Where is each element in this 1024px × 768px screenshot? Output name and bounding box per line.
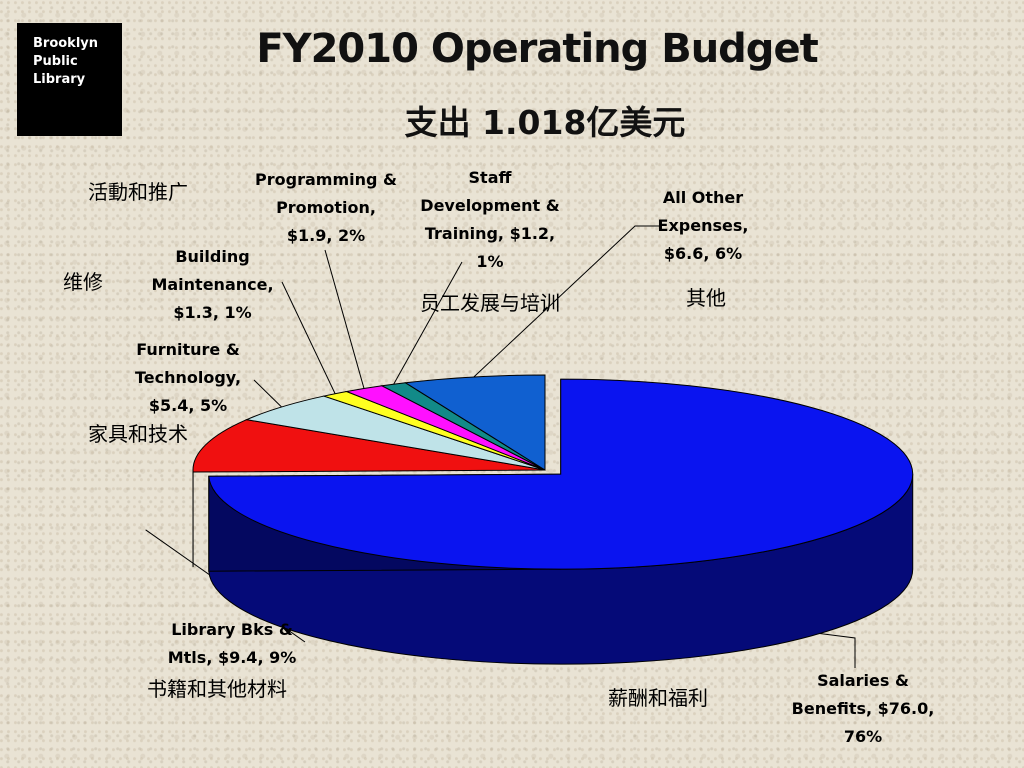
label-furniture: Furniture & Technology, $5.4, 5% xyxy=(134,340,242,415)
slice-salaries xyxy=(208,378,914,570)
brooklyn-public-library-logo: Brooklyn Public Library xyxy=(17,23,122,136)
slice-other xyxy=(404,374,546,471)
leader-line-salaries xyxy=(807,631,856,668)
label-other: All Other Expenses, $6.6, 6% xyxy=(657,188,749,263)
slide-title: FY2010 Operating Budget xyxy=(256,26,818,72)
leader-line-programming xyxy=(324,249,365,389)
label-staff: Staff Development & Training, $1.2, 1% xyxy=(420,168,560,271)
slide-subtitle: 支出 1.018亿美元 xyxy=(404,103,686,142)
label-library: Library Bks & Mtls, $9.4, 9% xyxy=(167,620,297,667)
zh-label-library: 书籍和其他材料 xyxy=(147,677,287,701)
zh-label-building: 维修 xyxy=(63,270,103,294)
leader-line-other xyxy=(473,225,660,378)
label-programming: Programming & Promotion, $1.9, 2% xyxy=(255,170,397,245)
zh-label-furniture: 家具和技术 xyxy=(88,422,188,446)
zh-label-programming: 活動和推广 xyxy=(88,180,188,204)
zh-label-salaries: 薪酬和福利 xyxy=(608,686,708,710)
leader-line-staff xyxy=(393,261,463,385)
logo-text: Brooklyn Public Library xyxy=(33,36,99,87)
leader-line-building xyxy=(281,281,336,394)
label-building: Building Maintenance, $1.3, 1% xyxy=(151,247,274,322)
zh-label-other: 其他 xyxy=(686,286,726,310)
label-salaries: Salaries & Benefits, $76.0, 76% xyxy=(791,671,935,746)
zh-label-staff: 员工发展与培训 xyxy=(420,291,560,315)
pie-slices xyxy=(192,374,914,665)
slice-library xyxy=(192,419,546,473)
leader-line-furniture xyxy=(253,379,282,408)
